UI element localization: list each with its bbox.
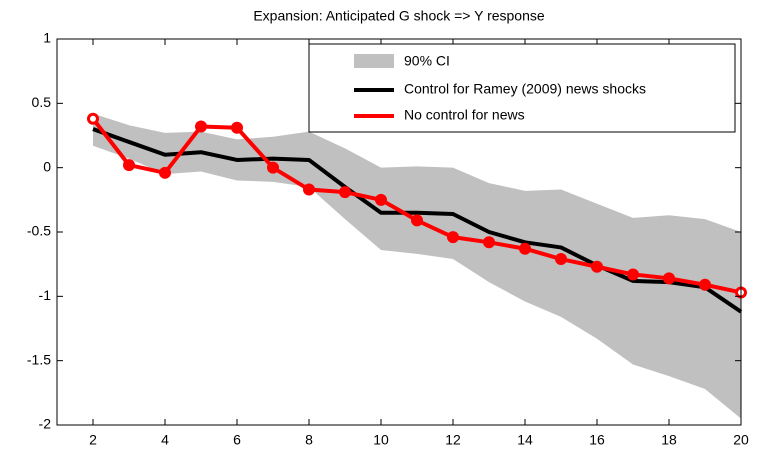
marker [123,159,135,172]
x-tick-label: 18 [661,432,677,448]
marker [519,242,531,255]
y-tick-label: -0.5 [27,223,51,239]
marker [375,193,387,206]
marker [663,272,675,285]
marker [231,121,243,134]
x-tick-label: 2 [89,432,97,448]
marker [195,120,207,133]
series-line [92,127,743,314]
x-tick-label: 20 [733,432,749,448]
y-tick-label: -1.5 [27,351,51,367]
marker [87,112,99,125]
marker [447,231,459,244]
y-tick-label: 1 [43,30,51,46]
marker [303,183,315,196]
marker [411,214,423,227]
y-tick-label: -1 [39,287,52,303]
legend-label: 90% CI [404,53,450,69]
legend-label: No control for news [404,107,525,123]
x-tick-label: 16 [589,432,605,448]
x-tick-label: 12 [445,432,461,448]
legend-label: Control for Ramey (2009) news shocks [404,81,646,97]
y-tick-label: -2 [39,416,52,432]
x-tick-label: 4 [161,432,169,448]
y-tick-label: 0 [43,158,51,174]
x-tick-label: 14 [517,432,533,448]
marker [339,186,351,199]
chart-title: Expansion: Anticipated G shock => Y resp… [253,8,545,24]
marker [555,253,567,266]
marker [699,278,711,291]
x-tick-label: 6 [233,432,241,448]
y-tick-label: 0.5 [32,94,52,110]
marker [591,260,603,273]
marker [627,268,639,281]
ci-band [93,113,741,419]
x-tick-label: 8 [305,432,313,448]
legend-swatch [354,54,394,68]
marker [159,166,171,179]
x-tick-label: 10 [373,432,389,448]
marker [483,236,495,249]
marker [267,161,279,174]
